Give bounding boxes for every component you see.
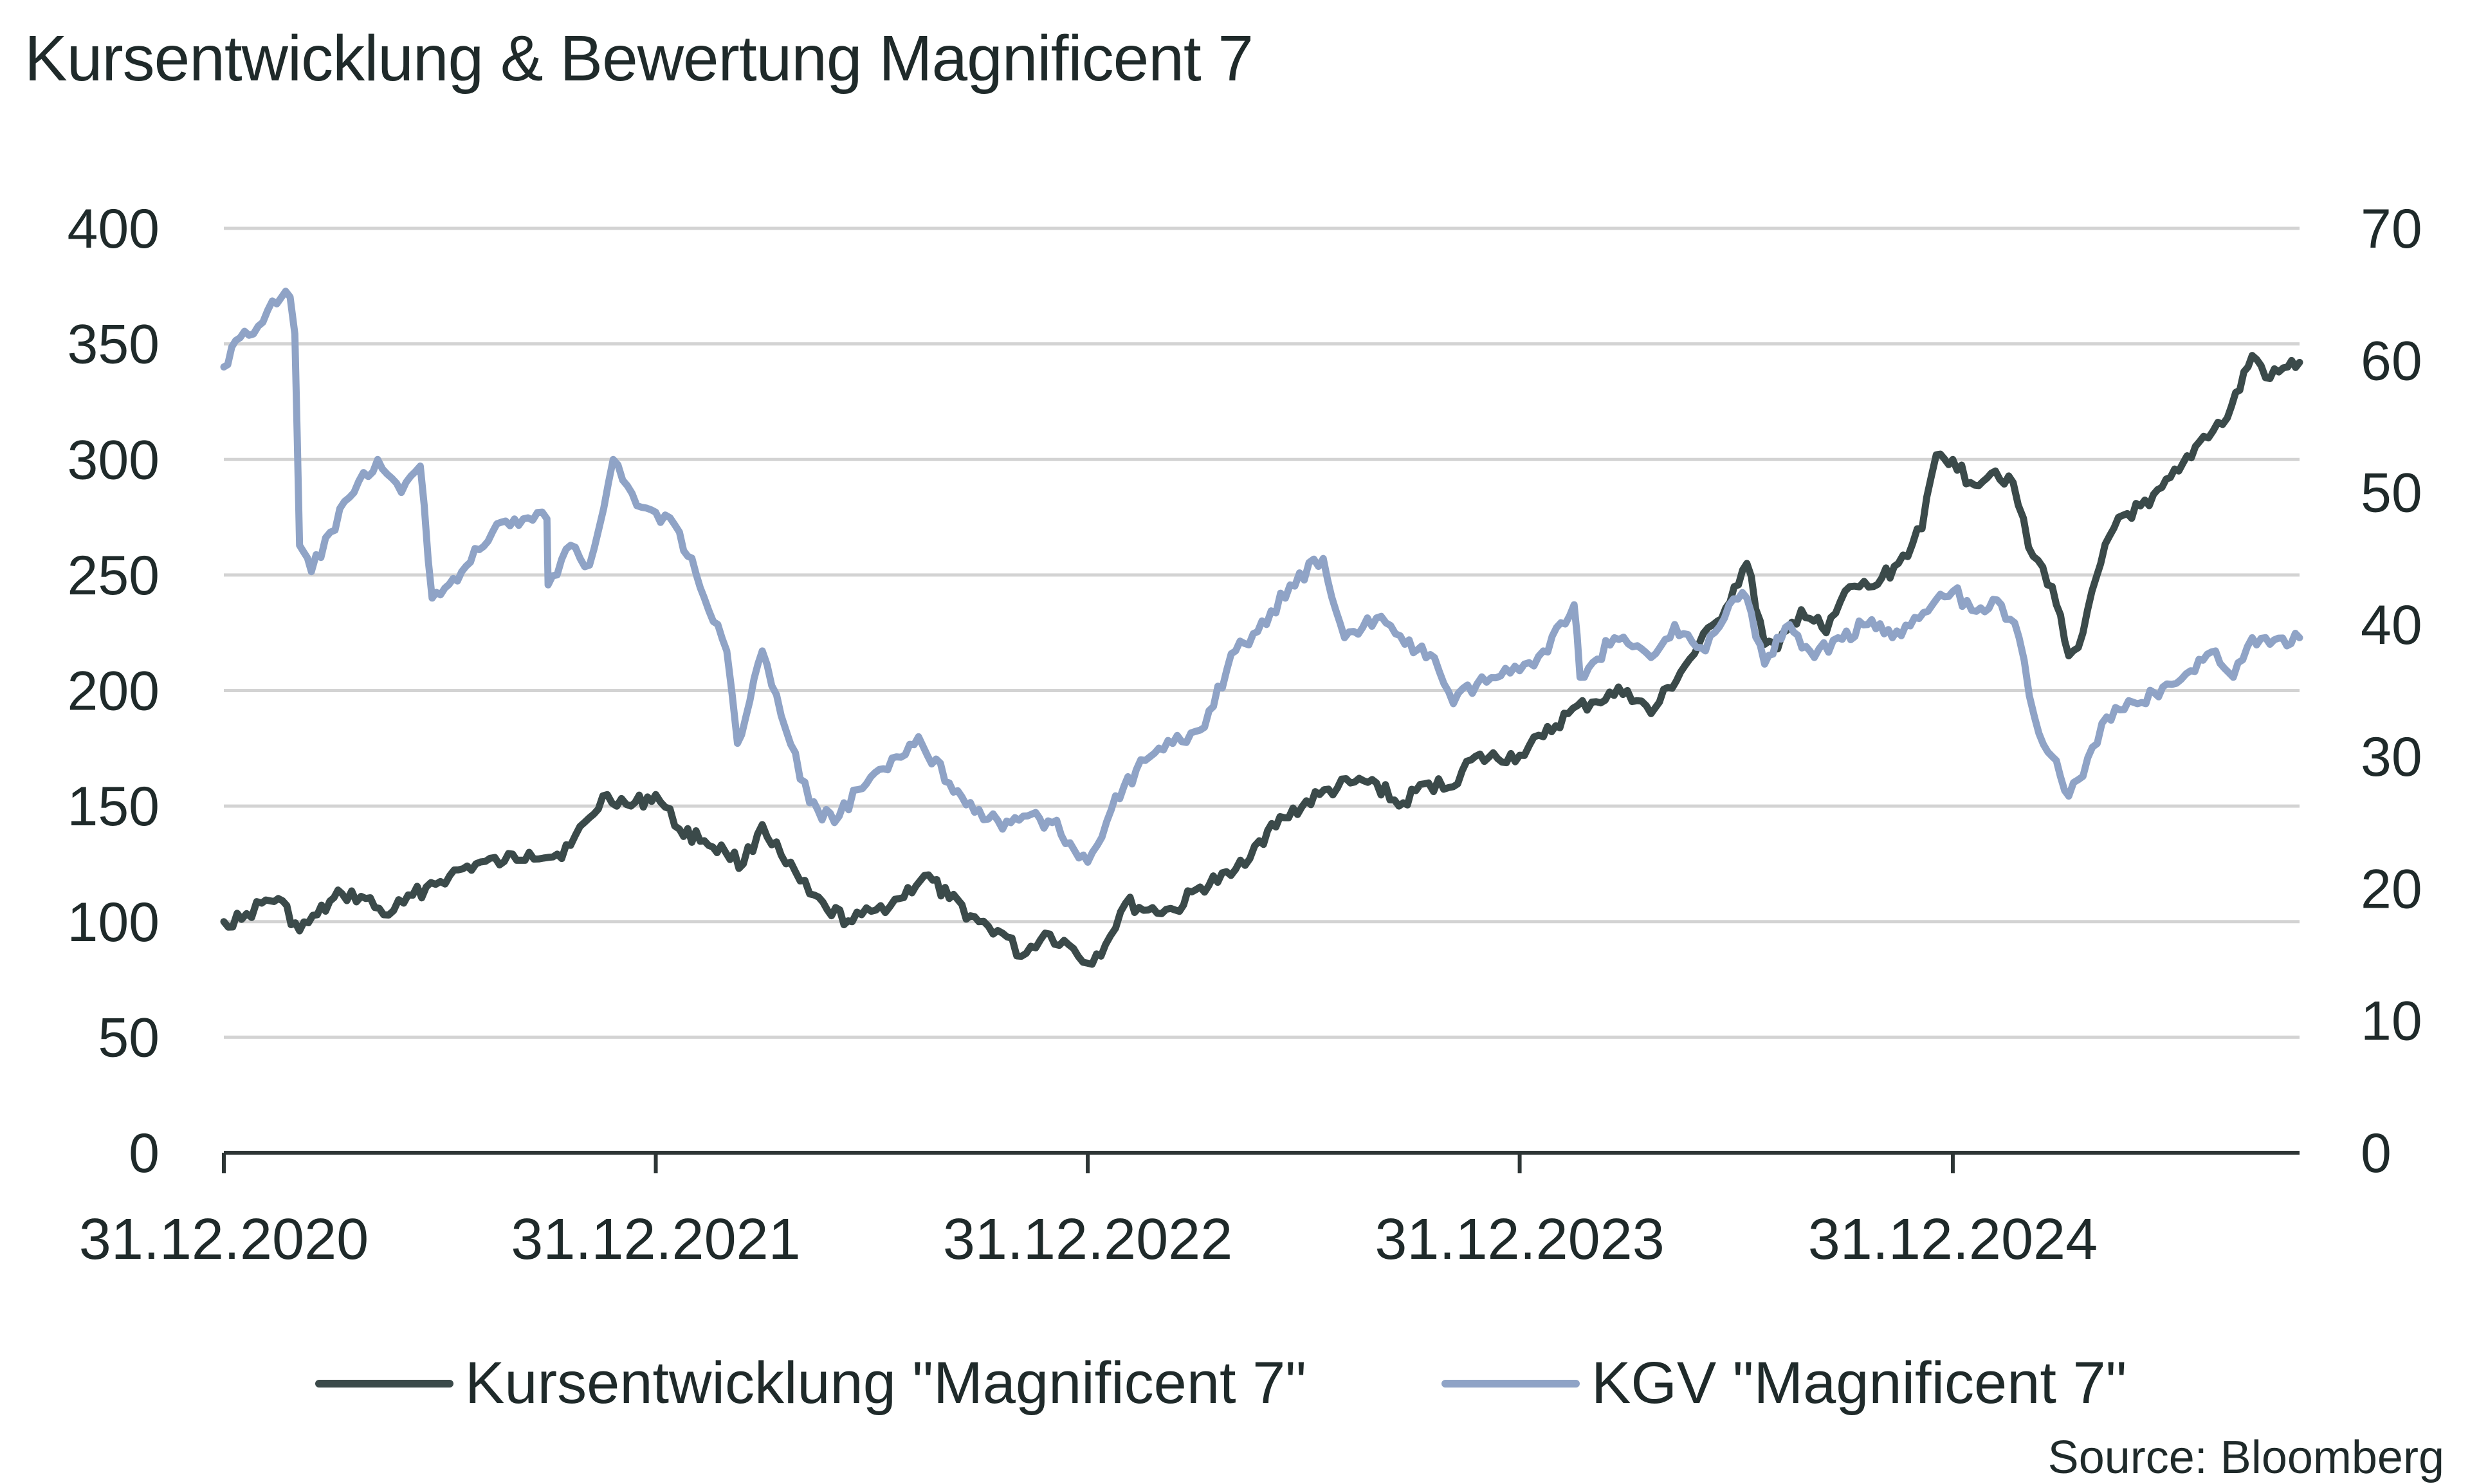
y-left-tick-label: 150 [68,776,160,838]
y-left-tick-label: 100 [68,892,160,953]
legend-label-pe: KGV "Magnificent 7" [1591,1350,2127,1416]
x-axis: 31.12.2020 31.12.2021 31.12.2022 31.12.2023… [79,1151,2300,1272]
y-right-tick-label: 50 [2361,463,2422,524]
y-left-tick-label: 300 [68,429,160,491]
x-tick-label: 31.12.2024 [1808,1207,2098,1272]
x-tick-label: 31.12.2022 [943,1207,1232,1272]
y-left-tick-label: 0 [129,1122,160,1184]
series-line-kursentwicklung [220,352,2303,968]
y-left-tick-label: 350 [68,314,160,376]
x-tick-label: 31.12.2021 [511,1207,800,1272]
y-right-tick-label: 0 [2361,1122,2392,1184]
chart-title: Kursentwicklung & Bewertung Magnificent … [24,23,1254,95]
y-right-tick-label: 30 [2361,726,2422,788]
legend-swatch-price [315,1379,453,1388]
gridlines [224,226,2300,1039]
legend: Kursentwicklung "Magnificent 7" KGV "Mag… [315,1350,2262,1417]
y-right-tick-label: 40 [2361,594,2422,656]
y-left-tick-label: 50 [98,1007,160,1068]
y-left-tick-label: 250 [68,545,160,607]
legend-item-price: Kursentwicklung "Magnificent 7" [315,1350,1306,1417]
legend-label-price: Kursentwicklung "Magnificent 7" [465,1350,1306,1416]
y-right-tick-label: 10 [2361,991,2422,1052]
legend-swatch-pe [1441,1379,1580,1388]
x-tick-label: 31.12.2023 [1375,1207,1664,1272]
series-line-kgv [220,288,2303,866]
series-group [220,288,2303,968]
legend-item-pe: KGV "Magnificent 7" [1441,1350,2127,1417]
y-left-tick-label: 200 [68,661,160,722]
source-note: Source: Bloomberg [2047,1432,2444,1483]
y-left-tick-label: 400 [68,198,160,260]
left-axis-ticks: 0 50 100 150 200 250 300 350 400 [68,198,160,1184]
y-right-tick-label: 70 [2361,198,2422,260]
right-axis-ticks: 0 10 20 30 40 50 60 70 [2361,198,2422,1184]
y-right-tick-label: 20 [2361,858,2422,920]
y-right-tick-label: 60 [2361,330,2422,392]
x-tick-label: 31.12.2020 [79,1207,369,1272]
